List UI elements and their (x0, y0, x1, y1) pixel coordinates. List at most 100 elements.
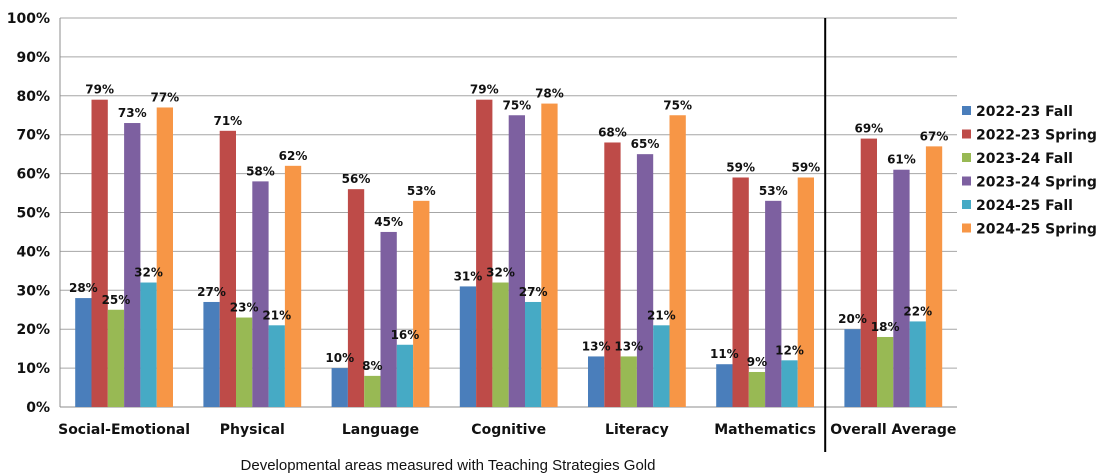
bar (765, 200, 782, 407)
data-label: 65% (631, 137, 660, 151)
bar (156, 107, 173, 407)
y-tick-label: 60% (16, 167, 50, 183)
y-tick-label: 80% (16, 89, 50, 105)
legend-label: 2022-23 Spring (976, 128, 1097, 144)
data-label: 27% (197, 285, 226, 299)
bar (91, 99, 108, 407)
data-label: 27% (519, 285, 548, 299)
bar (653, 325, 670, 407)
bar (347, 189, 365, 407)
data-label: 56% (342, 172, 371, 186)
bar (459, 286, 477, 407)
data-label: 9% (747, 355, 767, 369)
bar (781, 360, 798, 407)
bar (396, 344, 414, 407)
data-label: 10% (325, 351, 354, 365)
x-axis-title: Developmental areas measured with Teachi… (241, 457, 656, 474)
category-label: Mathematics (714, 422, 816, 438)
data-label: 32% (134, 266, 163, 280)
data-label: 16% (391, 328, 420, 342)
category-label: Overall Average (830, 422, 956, 438)
legend-swatch (962, 106, 971, 115)
data-label: 77% (150, 90, 179, 104)
data-label: 69% (854, 122, 883, 136)
bar (669, 115, 686, 407)
y-tick-label: 100% (7, 11, 50, 27)
legend-label: 2023-24 Fall (976, 151, 1073, 167)
bar (252, 181, 269, 407)
bar (925, 146, 943, 407)
category-label: Cognitive (471, 422, 546, 438)
bar (732, 177, 749, 407)
legend-label: 2022-23 Fall (976, 104, 1073, 120)
data-label: 53% (759, 184, 788, 198)
data-label: 78% (535, 87, 564, 101)
bar (380, 231, 397, 407)
data-label: 32% (486, 266, 515, 280)
bar (860, 138, 877, 407)
data-label: 13% (582, 339, 611, 353)
bar (909, 321, 926, 407)
bar (893, 169, 910, 407)
legend-label: 2024-25 Spring (976, 222, 1097, 238)
y-tick-label: 90% (16, 50, 50, 66)
category-label: Physical (220, 422, 285, 438)
bar (107, 309, 125, 407)
category-labels: Social-Emotional Physical Language Cognitiv… (58, 422, 956, 438)
data-label: 23% (230, 301, 259, 315)
bar (219, 130, 236, 407)
y-tick-label: 50% (16, 206, 50, 222)
data-label: 58% (246, 164, 275, 178)
y-tick-label: 70% (16, 128, 50, 144)
data-label: 13% (614, 339, 643, 353)
data-label: 68% (598, 125, 627, 139)
bar (140, 282, 157, 407)
data-label: 67% (920, 129, 949, 143)
data-label: 25% (102, 293, 131, 307)
legend-swatch (962, 153, 971, 162)
legend-label: 2023-24 Spring (976, 175, 1097, 191)
bar (508, 115, 525, 407)
category-label: Social-Emotional (58, 422, 190, 438)
bar (525, 301, 542, 407)
bar (364, 375, 381, 407)
data-label: 75% (502, 98, 531, 112)
legend-swatch (962, 176, 971, 186)
legend-label: 2024-25 Fall (976, 198, 1073, 214)
data-label: 21% (647, 308, 676, 322)
data-label: 73% (118, 106, 147, 120)
data-label: 79% (470, 83, 499, 97)
data-labels: 28% 79% 25% 73% 32% 77% 27% 71% 23% 58% 21% 62% 10% 5… (69, 83, 948, 373)
bar (75, 298, 92, 407)
bar (748, 371, 766, 407)
bar (476, 99, 493, 407)
data-label: 61% (887, 153, 916, 167)
data-label: 21% (262, 308, 291, 322)
bar (413, 200, 430, 407)
bar (284, 165, 302, 407)
data-label: 59% (726, 160, 755, 174)
category-label: Language (342, 422, 419, 438)
data-label: 75% (663, 98, 692, 112)
data-label: 79% (85, 83, 114, 97)
data-label: 28% (69, 281, 98, 295)
data-label: 62% (279, 149, 308, 163)
data-label: 71% (213, 114, 242, 128)
data-label: 11% (710, 347, 739, 361)
legend: 2022-23 Fall 2022-23 Spring 2023-24 Fall 20… (962, 104, 1097, 238)
data-label: 8% (362, 359, 382, 373)
y-tick-label: 0% (26, 400, 50, 416)
legend-swatch (962, 129, 971, 139)
bar (331, 368, 348, 407)
data-label: 22% (903, 304, 932, 318)
data-label: 20% (838, 312, 867, 326)
bar (797, 177, 814, 407)
bar (877, 336, 894, 407)
data-label: 45% (374, 215, 403, 229)
bar (620, 356, 637, 407)
y-tick-label: 40% (16, 244, 50, 260)
y-tick-label: 20% (16, 322, 50, 338)
bar (124, 123, 141, 407)
bar (492, 282, 509, 407)
legend-swatch (962, 200, 971, 209)
